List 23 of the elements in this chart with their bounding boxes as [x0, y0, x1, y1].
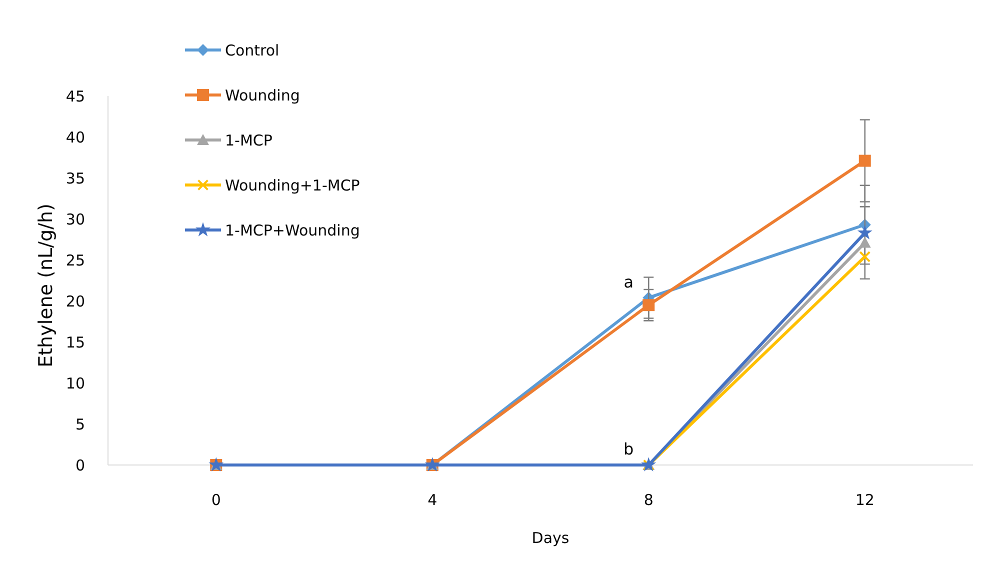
y-tick-label: 15 — [66, 333, 85, 352]
x-tick-label: 12 — [855, 491, 874, 509]
x-tick-label: 4 — [428, 491, 438, 509]
y-tick-label: 5 — [75, 415, 85, 434]
legend-label: 1-MCP+Wounding — [225, 221, 360, 240]
legend-label: Wounding — [225, 86, 300, 104]
legend-label: Control — [225, 41, 280, 60]
y-tick-label: 0 — [75, 456, 85, 474]
x-tick-label: 0 — [211, 491, 221, 509]
legend-label: Wounding+1-MCP — [225, 176, 360, 194]
y-tick-label: 10 — [66, 374, 85, 392]
x-axis-title: Days — [532, 529, 570, 547]
annotation: b — [624, 440, 634, 459]
annotation: a — [624, 272, 634, 292]
x-tick-label: 8 — [644, 491, 654, 509]
y-axis-title: Ethylene (nL/g/h) — [35, 204, 57, 368]
legend-label: 1-MCP — [225, 131, 272, 150]
y-tick-label: 25 — [66, 251, 85, 270]
y-tick-label: 20 — [66, 292, 85, 310]
y-tick-label: 40 — [66, 128, 85, 146]
y-tick-label: 35 — [66, 169, 85, 188]
y-tick-label: 45 — [66, 87, 85, 106]
y-tick-label: 30 — [66, 210, 85, 228]
